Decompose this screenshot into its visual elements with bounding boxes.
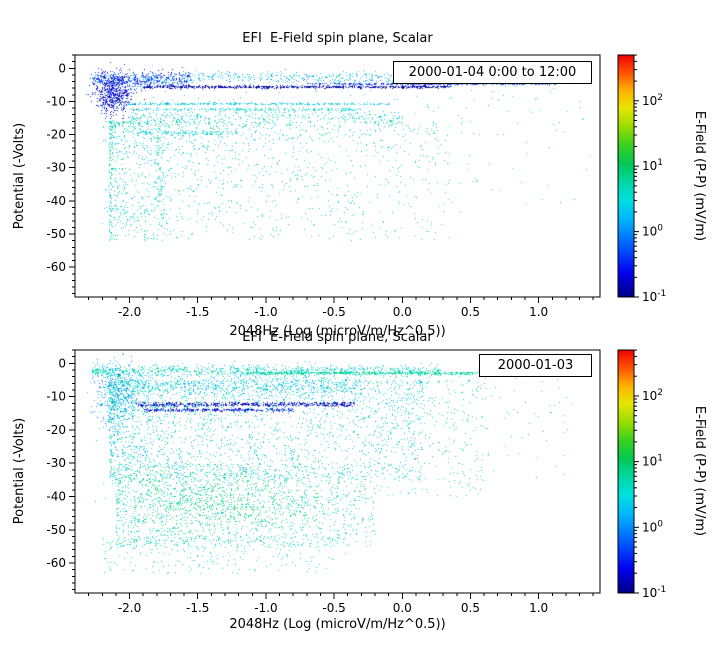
y-tick-label: -50 <box>46 523 66 537</box>
y-tick-label: -10 <box>46 94 66 108</box>
x-axis-title-bottom: 2048Hz (Log (microV/m/Hz^0.5)) <box>229 617 446 632</box>
x-axis-title-top: 2048Hz (Log (microV/m/Hz^0.5)) <box>229 324 446 339</box>
y-tick-label: -20 <box>46 128 66 142</box>
colorbar-title-top: E-Field (P-P) (mV/m) <box>692 110 707 242</box>
x-tick-label: -1.5 <box>186 305 209 319</box>
y-axis-title-bottom: Potential (-Volts) <box>12 417 27 525</box>
colorbar-gradient <box>617 349 635 594</box>
colorbar-tick-label: 102 <box>642 388 663 403</box>
x-tick-label: -2.0 <box>118 305 141 319</box>
legend-box-top: 2000-01-04 0:00 to 12:00 <box>393 61 592 84</box>
y-tick-label: -50 <box>46 227 66 241</box>
y-tick-label: -20 <box>46 423 66 437</box>
x-tick-label: 1.0 <box>529 601 548 615</box>
chart-title-bottom: EFI E-Field spin plane, Scalar <box>242 330 433 345</box>
y-tick-label: -60 <box>46 556 66 570</box>
x-tick-label: 0.0 <box>393 305 412 319</box>
scatter-canvas-bottom <box>75 350 600 593</box>
colorbar-title-bottom: E-Field (P-P) (mV/m) <box>692 405 707 537</box>
y-tick-label: 0 <box>58 61 66 75</box>
colorbar-tick-label: 100 <box>642 519 663 534</box>
x-tick-label: -1.0 <box>254 601 277 615</box>
colorbar-tick-label: 102 <box>642 93 663 108</box>
x-tick-label: 1.0 <box>529 305 548 319</box>
y-tick-label: -40 <box>46 489 66 503</box>
legend-label-top: 2000-01-04 0:00 to 12:00 <box>408 65 577 80</box>
y-tick-label: -30 <box>46 456 66 470</box>
y-tick-label: -30 <box>46 161 66 175</box>
colorbar-tick-label: 10-1 <box>642 289 666 304</box>
colorbar-tick-label: 101 <box>642 454 663 469</box>
y-tick-label: -40 <box>46 194 66 208</box>
x-tick-label: -1.0 <box>254 305 277 319</box>
colorbar-tick-label: 100 <box>642 224 663 239</box>
colorbar-tick-label: 10-1 <box>642 585 666 600</box>
y-tick-label: 0 <box>58 356 66 370</box>
scatter-canvas-top <box>75 55 600 297</box>
x-tick-label: 0.5 <box>461 305 480 319</box>
legend-box-bottom: 2000-01-03 <box>479 354 592 377</box>
x-tick-label: -1.5 <box>186 601 209 615</box>
legend-label-bottom: 2000-01-03 <box>497 358 574 373</box>
y-tick-label: -10 <box>46 390 66 404</box>
chart-title-top: EFI E-Field spin plane, Scalar <box>242 31 433 46</box>
colorbar-gradient <box>617 54 635 298</box>
x-tick-label: 0.5 <box>461 601 480 615</box>
x-tick-label: -2.0 <box>118 601 141 615</box>
x-tick-label: -0.5 <box>322 305 345 319</box>
y-tick-label: -60 <box>46 260 66 274</box>
colorbar-tick-label: 101 <box>642 158 663 173</box>
y-axis-title-top: Potential (-Volts) <box>12 122 27 230</box>
x-tick-label: 0.0 <box>393 601 412 615</box>
x-tick-label: -0.5 <box>322 601 345 615</box>
